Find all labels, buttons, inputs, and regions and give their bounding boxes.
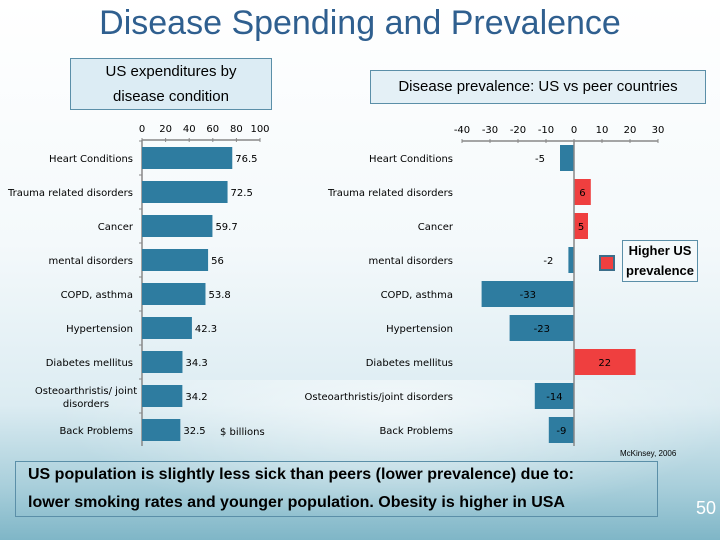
legend-swatch [599, 255, 615, 271]
x-tick-label: 80 [230, 124, 243, 135]
x-tick-label: 20 [624, 125, 637, 136]
bar [142, 215, 213, 237]
unit-label: $ billions [220, 427, 265, 438]
data-label: -9 [556, 426, 566, 437]
bar-negative [481, 281, 574, 307]
left-chart-header: US expenditures by disease condition [70, 58, 272, 110]
category-label: Osteoarthristis/ joint [35, 386, 137, 397]
data-label: -2 [543, 256, 553, 267]
x-tick-label: 10 [596, 125, 609, 136]
category-label: disorders [63, 399, 109, 410]
data-label: 42.3 [195, 324, 217, 335]
category-label: Back Problems [379, 426, 453, 437]
bar-negative [560, 145, 574, 171]
page-number: 50 [696, 498, 717, 518]
category-label: Diabetes mellitus [46, 358, 133, 369]
category-label: Hypertension [386, 324, 453, 335]
x-tick-label: 40 [183, 124, 196, 135]
legend: Higher US prevalence [622, 240, 698, 282]
data-label: 76.5 [235, 154, 257, 165]
category-label: Trauma related disorders [7, 188, 133, 199]
x-tick-label: 30 [652, 125, 665, 136]
bar-negative [534, 383, 574, 409]
x-tick-label: 60 [206, 124, 219, 135]
bar-negative [548, 417, 574, 443]
category-label: Heart Conditions [369, 154, 453, 165]
bar-positive [574, 213, 588, 239]
bar [142, 147, 233, 169]
data-label: 34.3 [185, 358, 207, 369]
data-label: 32.5 [183, 426, 205, 437]
category-label: Diabetes mellitus [366, 358, 453, 369]
bar-negative [568, 247, 574, 273]
category-label: COPD, asthma [61, 290, 133, 301]
bar [142, 249, 209, 271]
data-label: -5 [535, 154, 545, 165]
legend-label: prevalence [626, 263, 694, 278]
category-label: Hypertension [66, 324, 133, 335]
x-tick-label: -20 [510, 125, 526, 136]
data-label: -23 [534, 324, 550, 335]
background-swoosh [0, 380, 720, 540]
data-label: -33 [520, 290, 536, 301]
category-label: Osteoarthristis/joint disorders [305, 392, 453, 403]
bar [142, 181, 228, 203]
x-tick-label: -30 [482, 125, 498, 136]
category-label: mental disorders [49, 256, 133, 267]
right-chart-header: Disease prevalence: US vs peer countries [370, 70, 706, 104]
data-label: 34.2 [185, 392, 207, 403]
bar-negative [509, 315, 574, 341]
data-label: 22 [598, 358, 611, 369]
category-label: Back Problems [59, 426, 133, 437]
x-tick-label: -40 [454, 125, 470, 136]
bar [142, 351, 183, 373]
bar [142, 419, 181, 441]
x-tick-label: 0 [571, 125, 577, 136]
data-label: -14 [546, 392, 562, 403]
category-label: Trauma related disorders [327, 188, 453, 199]
category-label: Cancer [418, 222, 454, 233]
data-label: 53.8 [208, 290, 230, 301]
bar-positive [574, 349, 636, 375]
data-label: 59.7 [215, 222, 237, 233]
x-tick-label: 100 [250, 124, 269, 135]
legend-label: Higher US [628, 243, 692, 258]
conclusion-line: US population is slightly less sick than… [28, 466, 574, 483]
data-label: 56 [211, 256, 224, 267]
x-tick-label: 20 [159, 124, 172, 135]
left-header-line: disease condition [113, 88, 229, 105]
category-label: Cancer [98, 222, 134, 233]
bar [142, 283, 206, 305]
data-label: 72.5 [231, 188, 253, 199]
category-label: Heart Conditions [49, 154, 133, 165]
x-tick-label: -10 [538, 125, 554, 136]
x-tick-label: 0 [139, 124, 145, 135]
data-label: 6 [579, 188, 585, 199]
bar-positive [574, 179, 591, 205]
conclusion-line: lower smoking rates and younger populati… [28, 494, 565, 511]
category-label: COPD, asthma [381, 290, 453, 301]
bar [142, 385, 183, 407]
source-citation: McKinsey, 2006 [620, 449, 677, 458]
bar [142, 317, 192, 339]
category-label: mental disorders [369, 256, 453, 267]
data-label: 5 [578, 222, 584, 233]
left-header-line: US expenditures by [105, 63, 237, 80]
conclusion-box: US population is slightly less sick than… [15, 461, 658, 517]
slide-title: Disease Spending and Prevalence [99, 4, 621, 42]
